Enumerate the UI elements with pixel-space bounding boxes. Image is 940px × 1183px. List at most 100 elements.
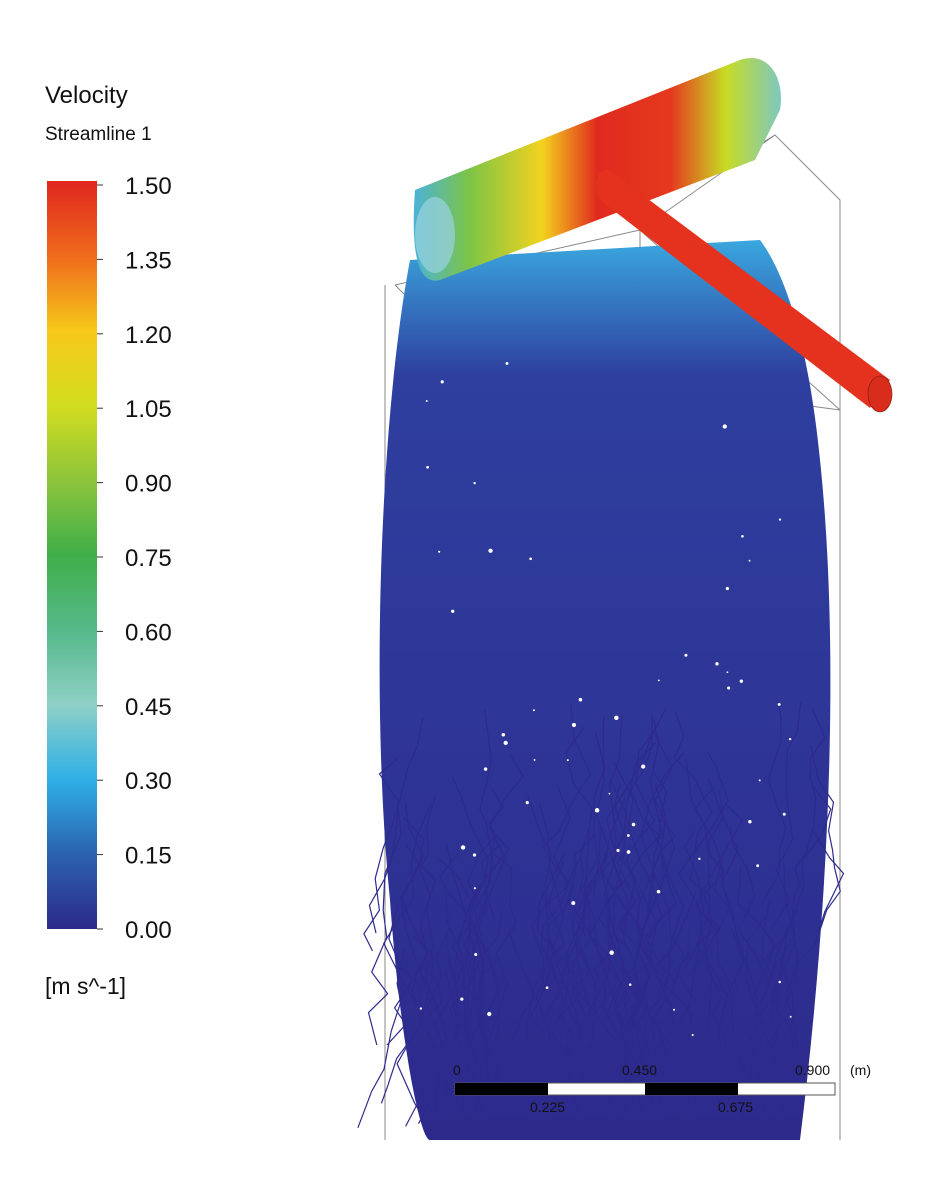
legend-subtitle: Streamline 1: [45, 124, 152, 145]
streamline-gap: [614, 715, 619, 720]
streamline: [475, 958, 499, 1126]
streamline-gap: [789, 1015, 792, 1018]
streamline: [386, 844, 428, 1046]
streamline-gap: [529, 557, 532, 561]
streamline: [606, 761, 642, 1005]
streamline-gap: [626, 834, 630, 837]
streamline-gap: [532, 709, 535, 712]
streamline-gap: [626, 850, 631, 854]
streamline-gap: [571, 722, 577, 728]
streamline: [426, 889, 450, 1115]
streamline-gap: [698, 857, 701, 861]
streamline: [629, 714, 661, 921]
streamline: [438, 858, 485, 1092]
streamline-gap: [778, 980, 781, 984]
streamline: [606, 927, 644, 1140]
streamline-gap: [782, 812, 786, 816]
streamline: [363, 757, 400, 952]
streamline: [466, 852, 518, 1082]
streamline-gap: [691, 1033, 694, 1037]
streamline: [729, 825, 775, 1022]
streamline-gap: [594, 808, 600, 813]
legend-unit: [m s^-1]: [45, 973, 126, 999]
streamline: [409, 987, 438, 1131]
streamline: [560, 732, 606, 984]
streamline: [565, 726, 593, 936]
streamline: [479, 710, 495, 919]
streamline: [688, 977, 724, 1140]
streamline: [735, 865, 775, 1081]
scale-label: 0: [453, 1062, 461, 1078]
streamline-gap: [483, 767, 488, 771]
streamline-gap: [473, 481, 476, 485]
tick-label: 0.90: [125, 471, 172, 498]
streamline: [713, 861, 759, 1072]
streamline-gap: [472, 853, 477, 857]
streamline: [747, 863, 796, 1104]
streamline: [410, 795, 436, 997]
streamline: [446, 846, 482, 1073]
streamline-gap: [631, 822, 636, 827]
tick-label: 1.35: [125, 247, 172, 274]
streamline: [442, 976, 459, 1114]
streamline: [461, 788, 505, 989]
scale-label: 0.900: [795, 1062, 830, 1078]
color-bar: [47, 181, 97, 929]
streamline: [383, 803, 432, 1028]
streamline: [764, 937, 799, 1108]
streamline-gap: [628, 983, 632, 986]
tick-label: 0.45: [125, 694, 172, 721]
streamline-gap: [501, 732, 506, 737]
streamline-gap: [525, 801, 529, 805]
streamline-plume: [379, 240, 831, 1140]
streamline: [457, 753, 524, 942]
streamline-gap: [426, 465, 429, 469]
streamline: [717, 928, 745, 1111]
streamline-gap: [684, 653, 688, 657]
streamline: [810, 745, 841, 931]
streamline-gap: [748, 559, 751, 562]
scale-bar-segment: [455, 1083, 548, 1095]
scale-label: 0.675: [718, 1099, 753, 1115]
streamline: [542, 703, 591, 908]
streamline-gap: [609, 950, 614, 955]
inlet-outlet: [867, 375, 893, 413]
streamline: [546, 859, 580, 1071]
streamline: [403, 817, 450, 1043]
streamline-gap: [656, 889, 661, 894]
streamline: [507, 929, 553, 1135]
streamline-gap: [460, 997, 464, 1001]
streamline: [470, 911, 503, 1104]
scale-bar-segment: [645, 1083, 738, 1095]
header-pipe: [413, 58, 781, 281]
streamline-gap: [715, 662, 719, 666]
streamline-gap: [473, 887, 476, 890]
color-bar-ticks: 1.50 1.35 1.20 1.05 0.90 0.75 0.60 0.45 0.30 0.15…: [97, 173, 172, 944]
streamline: [679, 790, 724, 1005]
streamline: [526, 834, 595, 1052]
streamlines: [357, 361, 845, 1140]
streamline-gap: [460, 845, 466, 850]
streamline: [757, 909, 799, 1102]
tick-label: 0.00: [125, 917, 172, 944]
streamline-gap: [440, 380, 444, 384]
streamline: [596, 915, 657, 1111]
streamline: [608, 938, 637, 1124]
streamline-gap: [545, 986, 549, 990]
streamline-gap: [419, 1007, 423, 1010]
streamline: [625, 752, 685, 974]
streamline-gap: [726, 671, 729, 674]
streamline: [572, 876, 637, 1105]
streamline-gap: [571, 901, 576, 906]
tick-label: 0.60: [125, 619, 172, 646]
streamline: [388, 903, 440, 1120]
streamline: [635, 729, 673, 971]
streamline: [540, 785, 571, 994]
streamline: [708, 778, 739, 1007]
streamline-gap: [657, 679, 660, 682]
streamline: [761, 700, 787, 905]
streamline-gap: [725, 586, 730, 591]
tick-label: 0.75: [125, 545, 172, 572]
streamline-gap: [722, 424, 727, 429]
